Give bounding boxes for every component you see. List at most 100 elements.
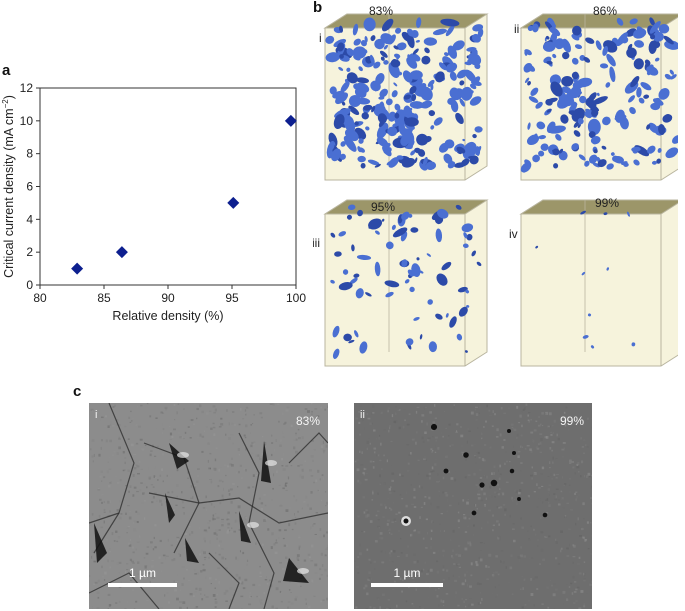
texture-dot <box>146 569 148 572</box>
texture-dot <box>527 539 531 542</box>
texture-dot <box>477 486 479 489</box>
texture-dot <box>448 423 451 426</box>
texture-dot <box>149 572 152 575</box>
pore <box>339 153 346 160</box>
texture-dot <box>399 494 402 496</box>
texture-dot <box>125 512 127 516</box>
texture-dot <box>100 439 104 442</box>
texture-dot <box>142 492 145 495</box>
pore <box>587 103 600 112</box>
pore <box>536 121 546 130</box>
texture-dot <box>263 519 267 522</box>
texture-dot <box>120 513 123 515</box>
pore <box>383 44 388 50</box>
texture-dot <box>428 596 430 599</box>
pore <box>349 127 355 131</box>
texture-dot <box>108 456 111 459</box>
texture-dot <box>237 448 240 451</box>
texture-dot <box>384 503 387 507</box>
pore <box>407 28 415 37</box>
texture-dot <box>385 551 387 554</box>
texture-dot <box>538 415 540 419</box>
texture-dot <box>413 488 416 492</box>
texture-dot <box>310 418 314 421</box>
texture-dot <box>483 459 486 462</box>
texture-dot <box>131 417 135 420</box>
pore <box>628 95 635 103</box>
texture-dot <box>421 436 424 440</box>
texture-dot <box>256 595 258 598</box>
texture-dot <box>189 437 192 439</box>
texture-dot <box>187 477 190 479</box>
texture-dot <box>515 502 519 506</box>
texture-dot <box>289 581 291 583</box>
texture-dot <box>109 530 111 533</box>
texture-dot <box>119 479 122 481</box>
pores <box>325 17 484 171</box>
chart-points <box>71 114 297 275</box>
texture-dot <box>132 494 135 497</box>
texture-dot <box>553 493 556 495</box>
texture-dot <box>491 425 494 427</box>
texture-dot <box>365 472 368 474</box>
texture-dot <box>375 437 377 440</box>
pore <box>401 211 410 221</box>
texture-dot <box>591 474 592 477</box>
texture-dot <box>440 404 442 407</box>
texture-dot <box>500 492 504 494</box>
texture-dot <box>245 406 249 409</box>
pore <box>547 125 566 134</box>
texture-dot <box>127 505 130 507</box>
texture-dot <box>528 557 531 560</box>
texture-dot <box>97 596 100 599</box>
texture-dot <box>155 417 158 420</box>
texture-dot <box>104 571 107 575</box>
texture-dot <box>209 440 212 443</box>
texture-dot <box>204 594 206 596</box>
pore <box>358 66 363 72</box>
y-tick-label: 8 <box>26 147 33 161</box>
pore-dot <box>509 468 515 474</box>
texture-dot <box>585 584 587 587</box>
pore <box>445 313 449 318</box>
pore <box>379 88 388 98</box>
texture-dot <box>281 568 285 571</box>
texture-dot <box>126 527 129 529</box>
texture-dot <box>409 471 411 474</box>
texture-dot <box>130 410 132 413</box>
texture-dot <box>175 580 179 583</box>
texture-dot <box>304 408 308 410</box>
texture-dot <box>300 585 302 588</box>
pore <box>538 135 546 140</box>
texture-dot <box>214 601 218 604</box>
texture-dot <box>227 511 230 515</box>
pore <box>526 64 536 72</box>
texture-dot <box>169 432 173 436</box>
texture-dot <box>548 412 552 416</box>
tomography-box-iv <box>519 199 678 367</box>
pore <box>415 39 420 43</box>
texture-dot <box>216 516 220 519</box>
texture-dot <box>327 436 328 439</box>
pores <box>535 210 636 349</box>
scale-bar <box>108 583 177 587</box>
texture-dot <box>481 437 483 440</box>
texture-dot <box>252 492 254 495</box>
texture-dot <box>479 583 482 586</box>
texture-dot <box>132 562 135 565</box>
texture-dot <box>435 599 438 602</box>
texture-dot <box>548 484 552 486</box>
texture-dot <box>103 511 106 513</box>
texture-dot <box>568 528 571 531</box>
texture-dot <box>480 499 484 502</box>
texture-dot <box>158 556 161 559</box>
texture-dot <box>167 554 170 557</box>
texture-dot <box>366 440 370 444</box>
sem-image-ii: ii 99% 1 µm <box>354 403 592 609</box>
y-axis-label-main: Critical current density (mA cm <box>2 108 16 277</box>
texture-dot <box>309 469 313 472</box>
texture-dot <box>304 598 307 601</box>
sem-texture-noise <box>354 403 592 609</box>
texture-dot <box>138 535 141 538</box>
texture-dot <box>218 468 221 472</box>
